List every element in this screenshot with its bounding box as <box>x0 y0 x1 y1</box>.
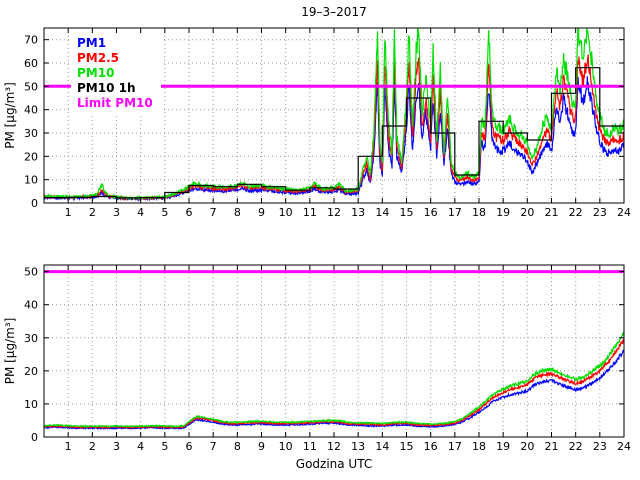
x-tick-label: 24 <box>617 206 631 219</box>
legend-item-Limit PM10: Limit PM10 <box>77 96 153 110</box>
x-tick-label: 10 <box>279 206 293 219</box>
x-tick-label: 4 <box>137 206 144 219</box>
axes-box <box>43 264 625 438</box>
x-tick-label: 20 <box>520 206 534 219</box>
y-tick-label: 0 <box>31 197 38 210</box>
x-tick-label: 8 <box>234 440 241 453</box>
x-tick-label: 21 <box>545 206 559 219</box>
x-tick-label: 24 <box>617 440 631 453</box>
x-tick-label: 22 <box>569 440 583 453</box>
x-tick-label: 14 <box>375 440 389 453</box>
chart-0: 1 2 3 4 5 6 7 8 9 10 11 12 13 14 15 16 17 18 19 20 21 22 23 240… <box>3 27 631 219</box>
y-tick-label: 30 <box>24 332 38 345</box>
legend-item-PM1: PM1 <box>77 36 106 50</box>
series-line-PM1 <box>44 349 624 430</box>
x-tick-label: 19 <box>496 440 510 453</box>
y-axis-label: PM [μg/m³] <box>3 82 17 149</box>
y-tick-label: 70 <box>24 34 38 47</box>
legend-item-PM10 1h: PM10 1h <box>77 81 136 95</box>
chart-1: 1 2 3 4 5 6 7 8 9 10 11 12 13 14 15 16 17 18 19 20 21 22 23 240… <box>3 264 631 471</box>
y-tick-label: 20 <box>24 150 38 163</box>
x-tick-label: 18 <box>472 440 486 453</box>
y-axis-label: PM [μg/m³] <box>3 318 17 385</box>
x-tick-label: 13 <box>351 440 365 453</box>
x-tick-label: 4 <box>137 440 144 453</box>
x-tick-label: 5 <box>161 440 168 453</box>
x-tick-label: 9 <box>258 206 265 219</box>
x-tick-label: 19 <box>496 206 510 219</box>
y-tick-label: 40 <box>24 104 38 117</box>
x-tick-label: 15 <box>400 440 414 453</box>
x-tick-label: 11 <box>303 206 317 219</box>
x-tick-label: 23 <box>593 206 607 219</box>
y-tick-label: 0 <box>31 431 38 444</box>
x-tick-label: 7 <box>210 440 217 453</box>
y-tick-label: 10 <box>24 398 38 411</box>
tick-labels: 1 2 3 4 5 6 7 8 9 10 11 12 13 14 15 16 17 18 19 20 21 22 23 240… <box>24 28 631 219</box>
series-group <box>44 28 624 202</box>
x-tick-label: 9 <box>258 440 265 453</box>
x-tick-label: 6 <box>186 206 193 219</box>
grid-lines <box>44 265 625 437</box>
y-tick-label: 20 <box>24 365 38 378</box>
legend-item-PM2.5: PM2.5 <box>77 51 119 65</box>
x-tick-label: 12 <box>327 206 341 219</box>
x-tick-label: 16 <box>424 440 438 453</box>
x-tick-label: 11 <box>303 440 317 453</box>
x-axis-label: Godzina UTC <box>296 457 372 471</box>
x-tick-label: 10 <box>279 440 293 453</box>
legend-background <box>71 33 161 116</box>
x-tick-label: 14 <box>375 206 389 219</box>
series-group <box>44 330 624 430</box>
x-tick-label: 17 <box>448 206 462 219</box>
x-tick-label: 3 <box>113 440 120 453</box>
tick-labels: 1 2 3 4 5 6 7 8 9 10 11 12 13 14 15 16 17 18 19 20 21 22 23 240… <box>24 265 631 453</box>
x-tick-label: 5 <box>161 206 168 219</box>
x-tick-label: 1 <box>65 206 72 219</box>
x-tick-label: 23 <box>593 440 607 453</box>
series-step-PM10 1h <box>44 67 624 199</box>
x-tick-label: 22 <box>569 206 583 219</box>
series-line-PM10 <box>44 330 624 429</box>
x-tick-label: 18 <box>472 206 486 219</box>
x-tick-label: 7 <box>210 206 217 219</box>
x-tick-label: 3 <box>113 206 120 219</box>
y-tick-label: 30 <box>24 127 38 140</box>
x-tick-label: 2 <box>89 206 96 219</box>
x-tick-label: 21 <box>545 440 559 453</box>
y-tick-label: 60 <box>24 57 38 70</box>
x-tick-label: 1 <box>65 440 72 453</box>
y-tick-label: 40 <box>24 299 38 312</box>
x-tick-label: 13 <box>351 206 365 219</box>
x-tick-label: 16 <box>424 206 438 219</box>
figure-title: 19–3–2017 <box>301 5 367 19</box>
x-tick-label: 12 <box>327 440 341 453</box>
y-tick-label: 10 <box>24 174 38 187</box>
x-tick-label: 6 <box>186 440 193 453</box>
legend-item-PM10: PM10 <box>77 66 114 80</box>
y-tick-label: 50 <box>24 266 38 279</box>
x-tick-label: 17 <box>448 440 462 453</box>
y-tick-label: 50 <box>24 80 38 93</box>
x-tick-label: 8 <box>234 206 241 219</box>
x-tick-label: 20 <box>520 440 534 453</box>
x-tick-label: 15 <box>400 206 414 219</box>
x-tick-label: 2 <box>89 440 96 453</box>
